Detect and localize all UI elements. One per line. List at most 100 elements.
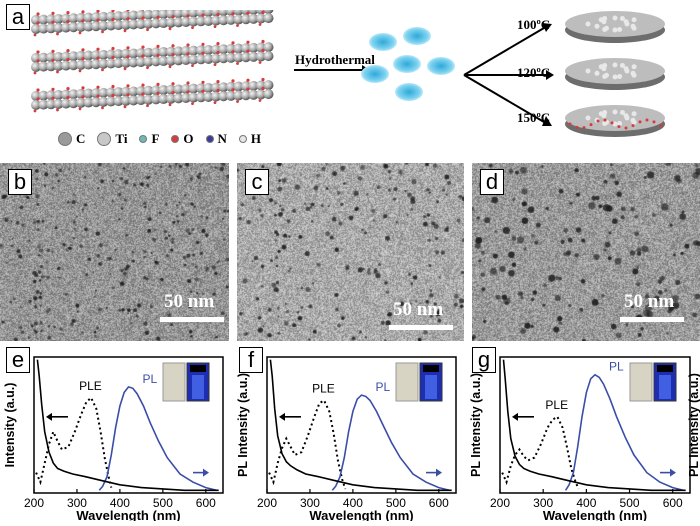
series-pl [331, 394, 450, 492]
o-atom [111, 84, 115, 89]
series-pl [564, 373, 684, 492]
tem-image-d: d 50 nm [472, 163, 700, 341]
disc-atom [631, 17, 637, 23]
scale-bar-c [389, 325, 453, 330]
o-atom [141, 54, 145, 58]
cuvette-glow [659, 375, 671, 399]
atom [68, 89, 79, 100]
o-atom [156, 53, 160, 58]
atom [173, 84, 184, 95]
chart-g: 200 300 400 500 600 Wavelength (nm) PL Intensi… [469, 356, 700, 523]
disc-atom [612, 27, 618, 33]
o-atom [101, 30, 104, 34]
atom [233, 90, 244, 101]
atom [38, 23, 49, 34]
atom [91, 21, 101, 32]
right-axis-arrowhead [436, 468, 442, 477]
o-atom [123, 105, 127, 109]
o-atom [36, 59, 40, 63]
o-atom [216, 51, 220, 55]
disc-atom [623, 19, 629, 25]
atom [241, 52, 251, 63]
o-atom [126, 93, 130, 97]
atom [166, 17, 176, 28]
atom [136, 19, 146, 30]
legend-label: H [250, 131, 262, 146]
atom [68, 98, 79, 109]
atom [218, 53, 229, 64]
atom [218, 10, 229, 17]
atom [158, 10, 169, 20]
o-atom [126, 46, 130, 50]
tem-image-b: b 50 nm [0, 163, 229, 341]
o-atom [66, 20, 70, 24]
temperature-arrows [463, 23, 554, 126]
atom [181, 93, 191, 103]
atom [53, 22, 64, 33]
atom [143, 85, 154, 96]
atom [98, 96, 109, 107]
atom [256, 13, 266, 24]
atom [61, 60, 71, 71]
legend-label: O [183, 131, 194, 146]
atom [188, 92, 199, 103]
disc-atom [619, 15, 625, 21]
o-atom [36, 12, 40, 16]
o-atom [156, 91, 160, 95]
atom [91, 59, 101, 70]
layered-mxene-sheets [31, 10, 274, 113]
o-atom [51, 87, 55, 91]
o-atom [78, 31, 82, 35]
right-axis-arrowhead [203, 468, 209, 477]
x-tick-label: 400 [343, 496, 363, 510]
o-atom [575, 125, 579, 129]
cuvette-glow [192, 375, 204, 399]
atom [196, 92, 206, 103]
x-tick-label: 500 [386, 496, 406, 510]
x-tick-label: 300 [67, 496, 87, 510]
o-atom [246, 40, 250, 44]
atom [233, 10, 244, 16]
o-atom [213, 101, 217, 104]
atom [143, 10, 154, 20]
o-atom [186, 81, 190, 85]
o-atom [216, 89, 220, 93]
o-atom [216, 42, 220, 46]
atom [203, 53, 214, 64]
o-atom [96, 56, 100, 60]
atom [256, 89, 266, 100]
atom [188, 83, 199, 94]
atom [128, 10, 139, 21]
o-atom [111, 10, 115, 13]
spectra-e: 200 300 400 500 600 Wavelength (nm) Intensity … [0, 343, 233, 523]
series-ple [501, 415, 580, 490]
series-label-ple: PLE [312, 382, 335, 396]
o-atom [156, 15, 160, 19]
o-atom [246, 78, 250, 82]
atom [53, 51, 64, 62]
x-tick-label: 600 [429, 496, 449, 510]
o-atom [33, 71, 37, 75]
o-atom [126, 17, 130, 21]
atom [113, 87, 124, 98]
atom [113, 49, 124, 60]
o-atom [111, 55, 115, 60]
atom [158, 18, 169, 29]
o-atom [610, 121, 614, 125]
o-atom [126, 55, 130, 59]
o-atom [201, 13, 205, 17]
plot-frame [499, 356, 691, 494]
atom [188, 54, 199, 65]
o-atom [111, 93, 115, 98]
disc-atom [631, 72, 637, 78]
atom [38, 14, 49, 25]
atom [226, 90, 236, 101]
o-atom [168, 65, 172, 69]
atom [248, 13, 259, 24]
disc-atom [612, 62, 618, 68]
o-atom [51, 49, 55, 53]
o-atom [66, 49, 70, 53]
o-atom [123, 29, 127, 33]
o-atom [171, 91, 175, 95]
plot-frame [33, 356, 224, 494]
